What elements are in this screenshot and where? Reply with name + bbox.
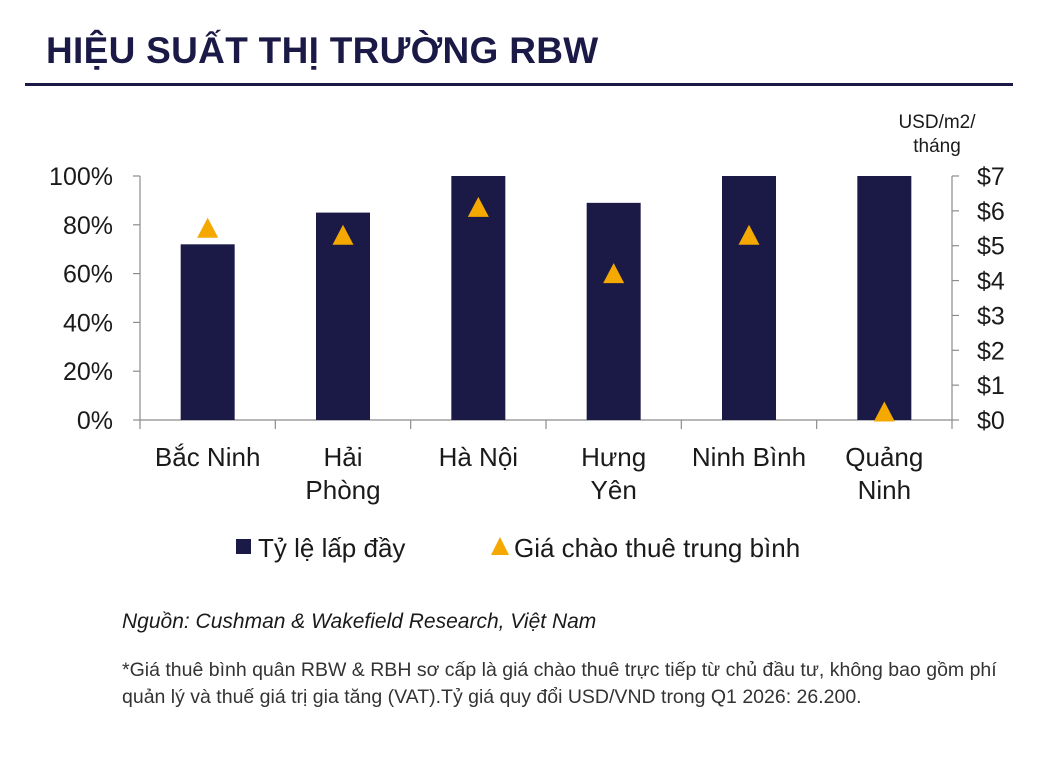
right-axis-tick-label: $1 xyxy=(977,372,1005,400)
right-axis-tick-label: $6 xyxy=(977,198,1005,226)
right-axis-unit-label: USD/m2/ xyxy=(898,112,976,133)
category-label: Ninh xyxy=(858,475,911,505)
left-axis-tick-label: 0% xyxy=(77,407,113,435)
bar-5 xyxy=(722,176,776,420)
right-axis-tick-label: $7 xyxy=(977,163,1005,191)
price-marker-1 xyxy=(197,217,219,238)
legend-triangle-label: Giá chào thuê trung bình xyxy=(514,533,800,563)
left-axis-tick-label: 20% xyxy=(63,358,113,386)
category-label: Hà Nội xyxy=(439,442,518,472)
category-label: Hải xyxy=(323,442,362,472)
title-divider xyxy=(25,83,1013,86)
page-title: HIỆU SUẤT THỊ TRƯỜNG RBW xyxy=(46,30,599,71)
right-axis-tick-label: $2 xyxy=(977,337,1005,365)
legend-triangle-swatch xyxy=(491,537,509,555)
legend-bar-swatch xyxy=(236,539,251,554)
footnote-text: *Giá thuê bình quân RBW & RBH sơ cấp là … xyxy=(122,659,997,708)
bar-4 xyxy=(586,202,641,420)
right-axis-tick-label: $4 xyxy=(977,268,1005,296)
price-marker-5 xyxy=(738,224,760,245)
category-label: Quảng xyxy=(845,442,923,472)
bar-2 xyxy=(316,212,370,420)
bar-6 xyxy=(857,176,912,420)
category-label: Phòng xyxy=(305,475,380,505)
category-label: Hưng xyxy=(581,442,646,472)
right-axis-tick-label: $5 xyxy=(977,233,1005,261)
category-label: Ninh Bình xyxy=(692,442,806,472)
legend-bar-label: Tỷ lệ lấp đầy xyxy=(258,533,405,563)
bar-1 xyxy=(180,244,235,420)
right-axis-tick-label: $0 xyxy=(977,407,1005,435)
left-axis-tick-label: 80% xyxy=(63,212,113,240)
price-marker-3 xyxy=(467,196,489,217)
right-axis-unit-label: tháng xyxy=(913,136,961,157)
category-label: Bắc Ninh xyxy=(155,442,261,472)
price-marker-2 xyxy=(332,224,354,245)
left-axis-tick-label: 100% xyxy=(49,163,113,191)
right-axis-tick-label: $3 xyxy=(977,302,1005,330)
price-marker-6 xyxy=(873,401,895,422)
category-label: Yên xyxy=(591,475,637,505)
left-axis-tick-label: 60% xyxy=(63,261,113,289)
left-axis-tick-label: 40% xyxy=(63,309,113,337)
price-marker-4 xyxy=(603,263,625,284)
source-text: Nguồn: Cushman & Wakefield Research, Việ… xyxy=(122,610,597,633)
market-performance-chart: 0% 20% 40% 60% 80% 100% $0 $1 $2 $3 $4 $5 $6 $7 USD/m2… xyxy=(49,112,1005,563)
